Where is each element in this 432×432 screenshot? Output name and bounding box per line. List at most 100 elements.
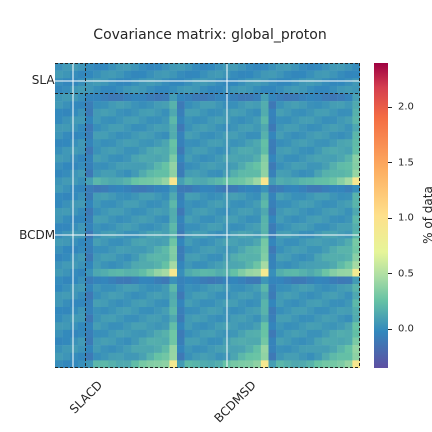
heatmap-cell (169, 253, 178, 262)
heatmap-cell (352, 307, 360, 315)
heatmap-cell (238, 124, 246, 132)
heatmap-cell (253, 116, 262, 125)
heatmap-cell (77, 177, 86, 186)
heatmap-cell (207, 299, 216, 308)
heatmap-cell (207, 177, 216, 186)
heatmap-cell (70, 215, 79, 224)
heatmap-cell (161, 337, 170, 346)
heatmap-cell (299, 116, 307, 125)
heatmap-cell (245, 185, 254, 193)
heatmap-cell (268, 314, 277, 323)
heatmap-cell (207, 352, 216, 361)
heatmap-cell (253, 352, 262, 361)
heatmap-cell (70, 93, 79, 102)
heatmap-cell (215, 116, 223, 125)
heatmap-cell (177, 314, 185, 323)
heatmap-cell (230, 253, 239, 262)
heatmap-cell (131, 124, 140, 132)
heatmap-cell (177, 85, 185, 94)
heatmap-cell (268, 276, 277, 285)
heatmap-cell (154, 124, 162, 132)
heatmap-cell (314, 131, 323, 140)
heatmap-cell (321, 238, 330, 247)
heatmap-cell (283, 291, 292, 300)
heatmap-cell (276, 185, 284, 193)
heatmap-cell (177, 352, 185, 361)
heatmap-cell (238, 116, 246, 125)
heatmap-cell (314, 261, 323, 270)
heatmap-cell (199, 261, 208, 270)
heatmap-cell (199, 207, 208, 216)
heatmap-cell (62, 223, 71, 231)
heatmap-cell (55, 215, 63, 224)
heatmap-cell (306, 131, 315, 140)
heatmap-cell (55, 78, 63, 87)
heatmap-cell (238, 131, 246, 140)
heatmap-cell (154, 246, 162, 254)
colorbar-tick-mark (388, 106, 392, 108)
heatmap-cell (230, 276, 239, 285)
heatmap-cell (77, 291, 86, 300)
heatmap-cell (85, 261, 94, 270)
heatmap-cell (192, 101, 201, 109)
heatmap-cell (238, 246, 246, 254)
heatmap-cell (199, 124, 208, 132)
heatmap-cell (268, 284, 277, 292)
heatmap-cell (245, 307, 254, 315)
heatmap-cell (291, 124, 300, 132)
heatmap-cell (260, 154, 269, 163)
heatmap-cell (192, 207, 201, 216)
heatmap-cell (329, 63, 338, 71)
heatmap-cell (100, 185, 109, 193)
heatmap-cell (230, 116, 239, 125)
heatmap-cell (352, 246, 360, 254)
heatmap-cell (62, 215, 71, 224)
heatmap-cell (192, 276, 201, 285)
heatmap-cell (337, 352, 345, 361)
heatmap-cell (70, 360, 79, 368)
heatmap-cell (207, 192, 216, 201)
heatmap-cell (352, 253, 360, 262)
heatmap-cell (154, 192, 162, 201)
heatmap-cell (260, 124, 269, 132)
heatmap-cell (146, 85, 155, 94)
heatmap-cell (215, 93, 223, 102)
heatmap-cell (306, 307, 315, 315)
heatmap-cell (62, 169, 71, 178)
heatmap-cell (238, 360, 246, 368)
heatmap-cell (93, 124, 101, 132)
heatmap-cell (207, 200, 216, 209)
heatmap-cell (100, 70, 109, 79)
heatmap-cell (62, 70, 71, 79)
heatmap-cell (184, 261, 193, 270)
heatmap-cell (100, 169, 109, 178)
heatmap-cell (352, 337, 360, 346)
heatmap-cell (260, 108, 269, 117)
heatmap-cell (70, 85, 79, 94)
heatmap-cell (260, 139, 269, 148)
heatmap-cell (245, 124, 254, 132)
heatmap-cell (215, 63, 223, 71)
heatmap-cell (108, 253, 117, 262)
heatmap-cell (169, 192, 178, 201)
heatmap-cell (108, 139, 117, 148)
heatmap-cell (123, 85, 132, 94)
heatmap-cell (123, 284, 132, 292)
heatmap-cell (207, 93, 216, 102)
heatmap-cell (154, 345, 162, 353)
heatmap-cell (268, 207, 277, 216)
heatmap-cell (215, 352, 223, 361)
heatmap-cell (169, 299, 178, 308)
heatmap-cell (138, 207, 147, 216)
heatmap-cell (62, 146, 71, 155)
heatmap-cell (161, 314, 170, 323)
heatmap-cell (116, 322, 124, 331)
heatmap-cell (131, 307, 140, 315)
heatmap-cell (352, 63, 360, 71)
heatmap-cell (337, 162, 345, 170)
heatmap-cell (352, 154, 360, 163)
heatmap-cell (215, 261, 223, 270)
heatmap-cell (154, 169, 162, 178)
heatmap-cell (123, 246, 132, 254)
heatmap-cell (299, 223, 307, 231)
